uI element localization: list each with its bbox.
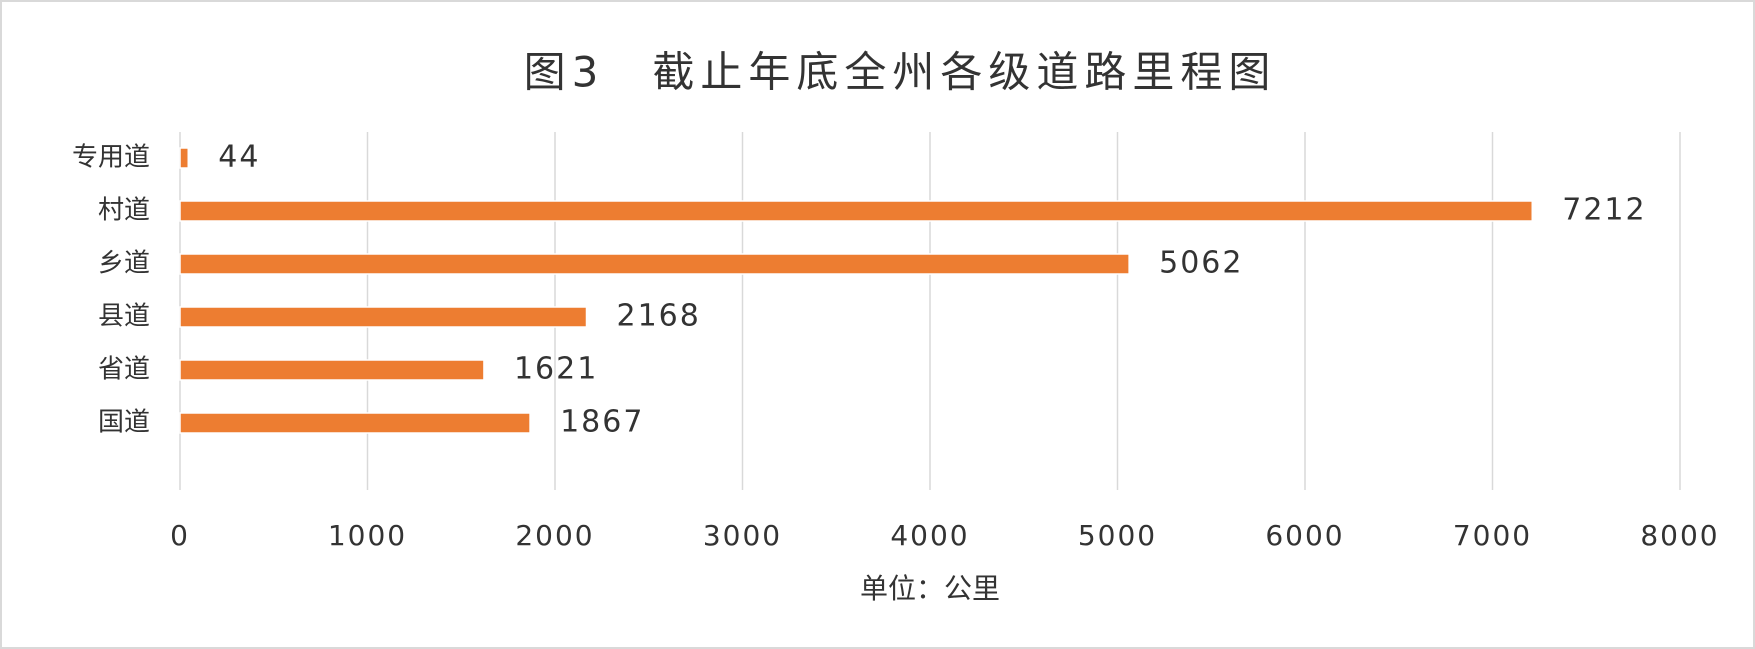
bar: [179, 306, 588, 328]
x-tick-label: 1000: [328, 519, 407, 552]
y-tick-label: 国道: [98, 408, 150, 438]
y-tick-label: 县道: [98, 302, 150, 332]
bar: [179, 253, 1130, 275]
x-tick-label: 5000: [1078, 519, 1157, 552]
x-tick-label: 8000: [1640, 519, 1719, 552]
y-tick-label: 专用道: [72, 143, 150, 173]
data-label: 2168: [617, 299, 701, 334]
x-tick-label: 2000: [515, 519, 594, 552]
bar: [179, 200, 1533, 222]
x-tick-label: 6000: [1265, 519, 1344, 552]
data-label: 7212: [1562, 193, 1646, 228]
x-tick-label: 3000: [703, 519, 782, 552]
x-tick-label: 7000: [1453, 519, 1532, 552]
y-tick-label: 乡道: [98, 249, 150, 279]
chart-title: 图3 截止年底全州各级道路里程图: [524, 48, 1277, 97]
bar: [179, 147, 189, 169]
x-tick-label: 0: [170, 519, 190, 552]
y-tick-label: 省道: [98, 355, 150, 385]
x-tick-label: 4000: [890, 519, 969, 552]
y-tick-label: 村道: [98, 196, 150, 226]
data-label: 44: [218, 140, 260, 175]
data-label: 5062: [1159, 246, 1243, 281]
data-label: 1867: [560, 405, 644, 440]
x-axis-label: 单位：公里: [860, 572, 1000, 605]
bar: [179, 359, 485, 381]
bar: [179, 412, 531, 434]
data-label: 1621: [514, 352, 598, 387]
